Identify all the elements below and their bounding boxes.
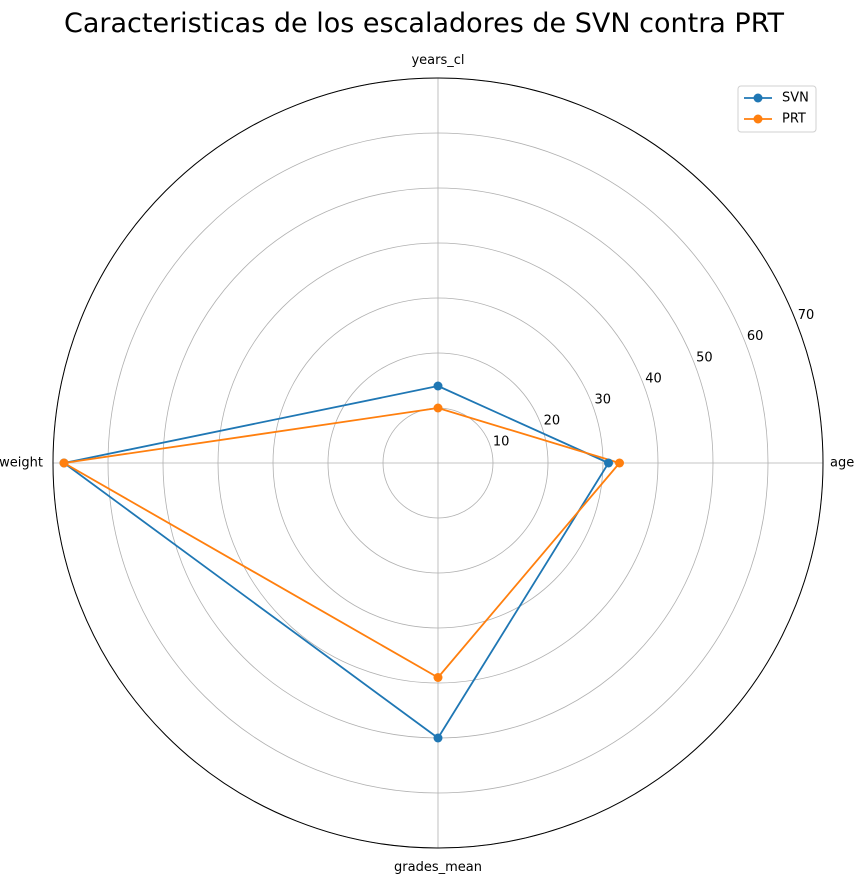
- r-tick-label: 20: [544, 413, 561, 428]
- legend-label-prt: PRT: [782, 112, 806, 127]
- legend-marker-prt: [753, 114, 763, 124]
- r-tick-label: 50: [696, 350, 713, 365]
- point-svn-years-cl: [433, 381, 443, 391]
- point-prt-age: [615, 458, 624, 468]
- chart-title: Caracteristicas de los escaladores de SV…: [64, 8, 785, 39]
- point-prt-years-cl: [433, 403, 443, 413]
- legend-marker-svn: [753, 93, 763, 103]
- polar-grid: [52, 77, 824, 849]
- series-layer: [59, 381, 624, 743]
- point-prt-grades-mean: [433, 673, 443, 682]
- polar-frame: [52, 77, 824, 849]
- category-label-age: age: [830, 456, 854, 471]
- category-label-grades-mean: grades_mean: [394, 860, 482, 875]
- point-svn-age: [604, 458, 613, 468]
- point-prt-weight: [59, 458, 69, 468]
- legend: SVN PRT: [737, 85, 817, 133]
- series-line-prt: [63, 407, 621, 679]
- category-label-years-cl: years_cl: [411, 53, 464, 68]
- r-tick-label: 30: [594, 392, 611, 407]
- r-tick-label: 60: [747, 329, 764, 344]
- point-svn-grades-mean: [433, 733, 443, 743]
- r-tick-label: 10: [493, 434, 510, 449]
- r-tick-label: 40: [645, 371, 662, 386]
- series-line-svn: [63, 385, 610, 739]
- category-label-weight: weight: [0, 456, 43, 471]
- legend-label-svn: SVN: [782, 91, 809, 106]
- r-tick-label: 70: [798, 308, 815, 323]
